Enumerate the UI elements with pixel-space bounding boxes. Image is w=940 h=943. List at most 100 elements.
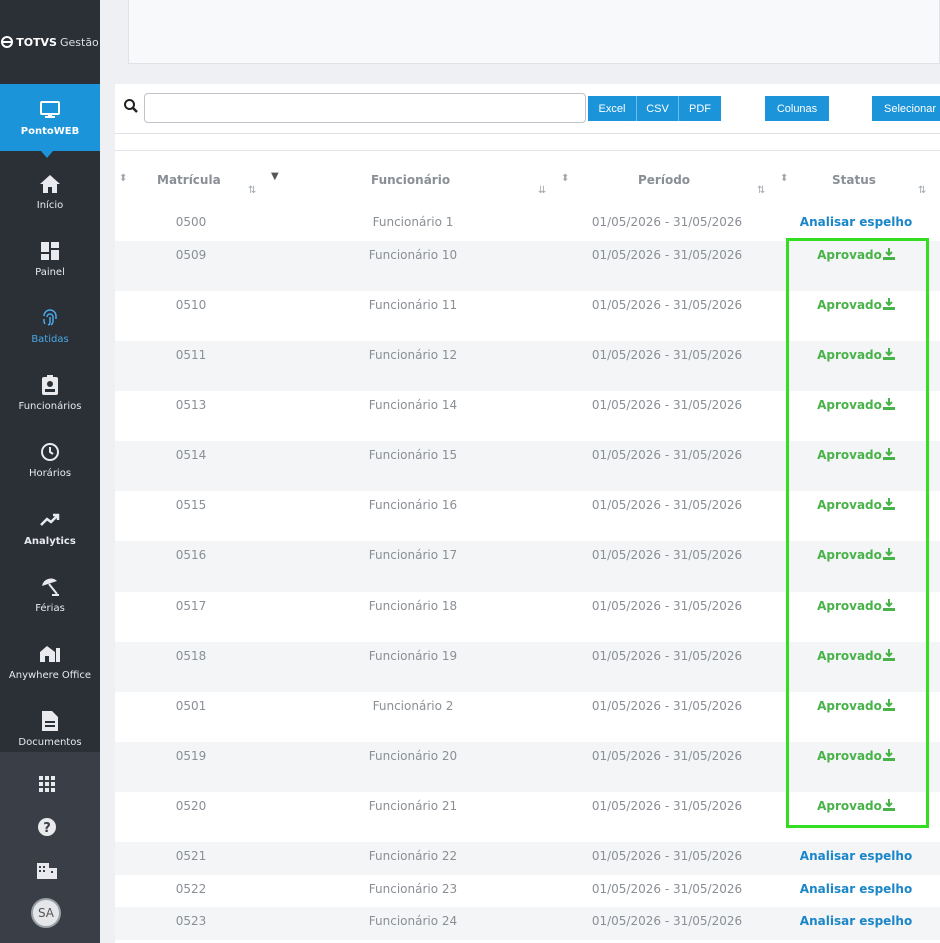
- table-row[interactable]: 0520 Funcionário 21 01/05/2026 - 31/05/202…: [115, 792, 940, 842]
- sort-icon[interactable]: ⬍: [780, 173, 789, 184]
- table-row[interactable]: 0516 Funcionário 17 01/05/2026 - 31/05/202…: [115, 541, 940, 592]
- select-button[interactable]: Selecionar: [872, 96, 940, 121]
- cell-status[interactable]: Analisar espelho: [795, 914, 917, 928]
- sidebar-item-documentos[interactable]: Documentos: [0, 695, 100, 762]
- sidebar-item-pontoweb[interactable]: PontoWEB: [0, 84, 100, 151]
- status-approved[interactable]: Aprovado: [817, 749, 882, 763]
- cell-status[interactable]: Aprovado: [795, 498, 917, 512]
- cell-status[interactable]: Aprovado: [795, 799, 917, 813]
- download-icon[interactable]: [882, 799, 895, 811]
- download-icon[interactable]: [882, 599, 895, 611]
- sort-icon[interactable]: ⇅: [757, 185, 766, 196]
- download-icon[interactable]: [882, 749, 895, 761]
- building-icon[interactable]: [36, 859, 58, 881]
- table-row[interactable]: 0518 Funcionário 19 01/05/2026 - 31/05/202…: [115, 642, 940, 692]
- export-pdf-button[interactable]: PDF: [678, 96, 721, 121]
- export-excel-button[interactable]: Excel: [588, 96, 636, 121]
- header-matricula[interactable]: Matrícula: [157, 173, 221, 187]
- table-row[interactable]: 0515 Funcionário 16 01/05/2026 - 31/05/202…: [115, 491, 940, 541]
- analyze-mirror-link[interactable]: Analisar espelho: [799, 882, 913, 896]
- cell-status[interactable]: Aprovado: [795, 448, 917, 462]
- sort-icon[interactable]: ⇅: [248, 185, 257, 196]
- status-approved[interactable]: Aprovado: [817, 799, 882, 813]
- cell-periodo: 01/05/2026 - 31/05/2026: [591, 215, 743, 229]
- totvs-logo[interactable]: TOTVS Gestão: [0, 0, 100, 84]
- sort-icon[interactable]: ⬍: [119, 173, 128, 184]
- table-row[interactable]: 0519 Funcionário 20 01/05/2026 - 31/05/202…: [115, 742, 940, 792]
- header-periodo[interactable]: Período: [638, 173, 691, 187]
- status-approved[interactable]: Aprovado: [817, 498, 882, 512]
- status-approved[interactable]: Aprovado: [817, 649, 882, 663]
- status-approved[interactable]: Aprovado: [817, 248, 882, 262]
- cell-status[interactable]: Analisar espelho: [795, 882, 917, 896]
- grid-icon[interactable]: [36, 773, 58, 795]
- table-row[interactable]: 0522 Funcionário 23 01/05/2026 - 31/05/202…: [115, 875, 940, 907]
- analyze-mirror-link[interactable]: Analisar espelho: [799, 914, 913, 928]
- sidebar-item-inicio[interactable]: Início: [0, 158, 100, 225]
- badge-icon: [39, 374, 61, 396]
- cell-status[interactable]: Aprovado: [795, 649, 917, 663]
- cell-status[interactable]: Aprovado: [795, 398, 917, 412]
- table-row[interactable]: 0510 Funcionário 11 01/05/2026 - 31/05/202…: [115, 291, 940, 341]
- export-csv-button[interactable]: CSV: [636, 96, 678, 121]
- download-icon[interactable]: [882, 348, 895, 360]
- status-approved[interactable]: Aprovado: [817, 448, 882, 462]
- sidebar-item-batidas[interactable]: Batidas: [0, 292, 100, 359]
- avatar[interactable]: SA: [31, 898, 61, 928]
- download-icon[interactable]: [882, 448, 895, 460]
- download-icon[interactable]: [882, 699, 895, 711]
- cell-funcionario: Funcionário 10: [368, 248, 458, 262]
- download-icon[interactable]: [882, 398, 895, 410]
- sidebar-item-horarios[interactable]: Horários: [0, 426, 100, 493]
- download-icon[interactable]: [882, 548, 895, 560]
- status-approved[interactable]: Aprovado: [817, 298, 882, 312]
- columns-button[interactable]: Colunas: [765, 96, 829, 121]
- table-row[interactable]: 0521 Funcionário 22 01/05/2026 - 31/05/202…: [115, 842, 940, 875]
- cell-status[interactable]: Aprovado: [795, 298, 917, 312]
- table-row[interactable]: 0509 Funcionário 10 01/05/2026 - 31/05/202…: [115, 241, 940, 291]
- status-approved[interactable]: Aprovado: [817, 699, 882, 713]
- download-icon[interactable]: [882, 498, 895, 510]
- table-row[interactable]: 0523 Funcionário 24 01/05/2026 - 31/05/202…: [115, 907, 940, 940]
- cell-matricula: 0501: [175, 699, 207, 713]
- table-row[interactable]: 0514 Funcionário 15 01/05/2026 - 31/05/202…: [115, 441, 940, 491]
- table-row[interactable]: 0517 Funcionário 18 01/05/2026 - 31/05/202…: [115, 592, 940, 642]
- analyze-mirror-link[interactable]: Analisar espelho: [799, 849, 913, 863]
- status-approved[interactable]: Aprovado: [817, 398, 882, 412]
- cell-funcionario: Funcionário 21: [368, 799, 458, 813]
- cell-status[interactable]: Aprovado: [795, 348, 917, 362]
- sidebar-item-painel[interactable]: Painel: [0, 225, 100, 292]
- cell-status[interactable]: Analisar espelho: [795, 215, 917, 229]
- sort-icon[interactable]: ⇅: [918, 185, 927, 196]
- table-row[interactable]: 0511 Funcionário 12 01/05/2026 - 31/05/202…: [115, 341, 940, 391]
- header-status[interactable]: Status: [832, 173, 876, 187]
- table-row[interactable]: 0500 Funcionário 1 01/05/2026 - 31/05/2026…: [115, 208, 940, 241]
- status-approved[interactable]: Aprovado: [817, 599, 882, 613]
- cell-status[interactable]: Aprovado: [795, 749, 917, 763]
- sidebar-item-ferias[interactable]: Férias: [0, 561, 100, 628]
- header-funcionario[interactable]: Funcionário: [371, 173, 451, 187]
- download-icon[interactable]: [882, 248, 895, 260]
- download-icon[interactable]: [882, 298, 895, 310]
- analyze-mirror-link[interactable]: Analisar espelho: [799, 215, 913, 229]
- sidebar-item-anywhere-office[interactable]: Anywhere Office: [0, 628, 100, 695]
- download-icon[interactable]: [882, 649, 895, 661]
- status-approved[interactable]: Aprovado: [817, 548, 882, 562]
- cell-status[interactable]: Aprovado: [795, 699, 917, 713]
- help-icon[interactable]: ?: [36, 816, 58, 838]
- cell-status[interactable]: Aprovado: [795, 248, 917, 262]
- table-row[interactable]: 0501 Funcionário 2 01/05/2026 - 31/05/2026…: [115, 692, 940, 742]
- sidebar-item-funcionarios[interactable]: Funcionários: [0, 359, 100, 426]
- cell-status[interactable]: Analisar espelho: [795, 849, 917, 863]
- status-approved[interactable]: Aprovado: [817, 348, 882, 362]
- sort-icon[interactable]: ⬍: [561, 173, 570, 184]
- cell-status[interactable]: Aprovado: [795, 599, 917, 613]
- sidebar-item-analytics[interactable]: Analytics: [0, 494, 100, 561]
- cell-funcionario: Funcionário 1: [372, 215, 454, 229]
- cell-status[interactable]: Aprovado: [795, 548, 917, 562]
- sort-desc-icon[interactable]: ▼: [271, 171, 279, 182]
- sort-icon[interactable]: ⇊: [538, 185, 547, 196]
- cell-funcionario: Funcionário 24: [368, 914, 458, 928]
- table-row[interactable]: 0513 Funcionário 14 01/05/2026 - 31/05/202…: [115, 391, 940, 441]
- search-input[interactable]: [144, 93, 586, 123]
